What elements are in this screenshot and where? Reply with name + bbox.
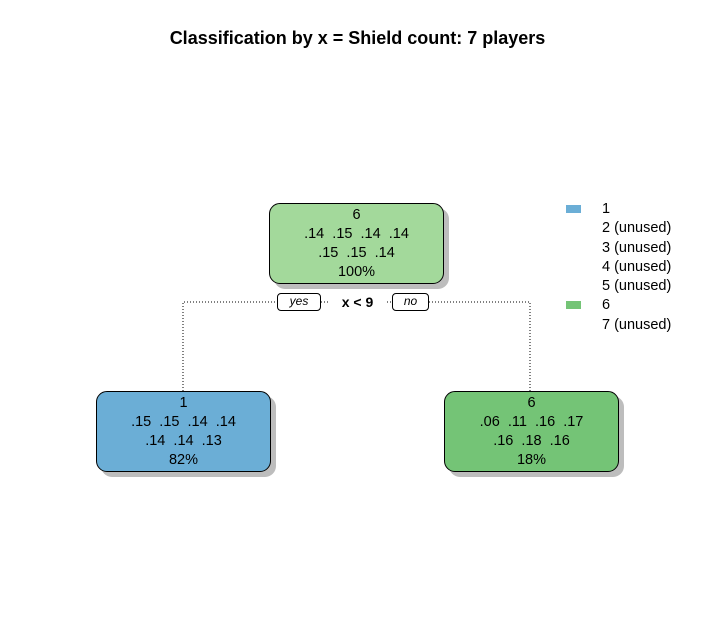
legend-swatch (566, 301, 581, 310)
node-percent: 82% (168, 452, 199, 468)
node-probabilities-1: .06 .11 .16 .17 (479, 414, 584, 430)
split-condition: x < 9 (330, 294, 385, 310)
legend-label: 1 (602, 201, 611, 217)
node-probabilities-2: .16 .18 .16 (493, 433, 570, 449)
right-leaf-node: 6 .06 .11 .16 .17 .16 .18 .16 18% (444, 391, 619, 472)
node-percent: 18% (516, 452, 547, 468)
edge-to-right (429, 301, 531, 391)
legend-label: 4 (unused) (602, 258, 672, 275)
legend-label: 6 (602, 297, 611, 314)
legend-label: 5 (unused) (602, 278, 672, 295)
legend-label: 3 (unused) (602, 239, 672, 256)
left-leaf-node: 1 .15 .15 .14 .14 .14 .14 .13 82% (96, 391, 271, 472)
node-percent: 100% (337, 264, 376, 280)
node-probabilities-2: .14 .14 .13 (145, 433, 222, 449)
legend-label: 2 (unused) (602, 220, 672, 237)
diagram-title: Classification by x = Shield count: 7 pl… (169, 28, 546, 48)
yes-branch-label: yes (277, 293, 321, 311)
node-probabilities-1: .15 .15 .14 .14 (131, 414, 236, 430)
node-probabilities-2: .15 .15 .14 (318, 245, 395, 261)
no-branch-label: no (392, 293, 429, 311)
legend-label: 7 (unused) (602, 316, 672, 333)
node-probabilities-1: .14 .15 .14 .14 (304, 226, 409, 242)
legend-swatch (566, 205, 581, 213)
node-class-label: 6 (527, 395, 536, 411)
edge-to-left (182, 301, 277, 391)
node-class-label: 6 (352, 207, 361, 223)
node-class-label: 1 (179, 395, 188, 411)
root-node: 6 .14 .15 .14 .14 .15 .15 .14 100% (269, 203, 444, 284)
